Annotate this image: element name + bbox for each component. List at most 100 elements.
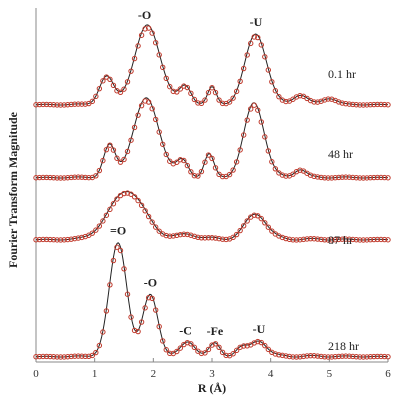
- data-point: [79, 234, 85, 241]
- data-point: [149, 295, 155, 302]
- data-point: [40, 236, 46, 243]
- data-point: [212, 341, 219, 347]
- data-point: [258, 339, 264, 346]
- data-point: [195, 234, 201, 240]
- data-point: [314, 174, 321, 180]
- data-point: [57, 102, 64, 108]
- data-point: [96, 223, 103, 229]
- x-tick-label: 3: [209, 368, 215, 380]
- data-point: [128, 137, 134, 143]
- data-point: [96, 85, 103, 92]
- data-point: [177, 157, 184, 163]
- data-point: [47, 353, 53, 360]
- data-point: [371, 236, 377, 243]
- data-point: [276, 352, 282, 358]
- data-point: [353, 175, 360, 181]
- peak-label: =O: [110, 224, 126, 238]
- data-point: [174, 89, 180, 95]
- data-point: [149, 219, 155, 225]
- data-point: [343, 174, 349, 180]
- data-point: [233, 231, 240, 238]
- data-point: [332, 237, 338, 243]
- data-point: [36, 236, 43, 243]
- data-point: [205, 152, 212, 158]
- data-point: [50, 102, 57, 108]
- peak-label: -O: [138, 8, 151, 22]
- data-point: [64, 175, 71, 181]
- data-point: [262, 342, 268, 349]
- data-point: [138, 319, 145, 325]
- data-point: [135, 328, 141, 335]
- data-point: [336, 99, 342, 105]
- data-point: [209, 85, 215, 91]
- data-point: [142, 208, 148, 214]
- peak-label: -U: [253, 322, 266, 336]
- data-point: [124, 291, 131, 297]
- data-point: [138, 202, 145, 209]
- data-point: [248, 40, 254, 47]
- data-point: [40, 101, 46, 108]
- data-point: [328, 175, 335, 181]
- data-point: [357, 237, 363, 243]
- data-point: [43, 101, 50, 108]
- data-point: [343, 101, 349, 107]
- data-point: [371, 174, 377, 181]
- data-point: [244, 52, 250, 58]
- x-ticks: 0 1 2 3 4 5 6: [33, 358, 391, 380]
- data-point: [300, 353, 307, 360]
- data-point: [177, 345, 184, 351]
- data-point: [89, 352, 96, 359]
- data-point: [374, 353, 381, 360]
- data-point: [135, 197, 141, 204]
- data-point: [353, 354, 360, 360]
- data-point: [138, 32, 145, 38]
- data-point: [209, 155, 215, 162]
- data-point: [364, 175, 370, 181]
- data-point: [314, 353, 321, 359]
- data-point: [152, 224, 159, 230]
- data-point: [202, 235, 208, 241]
- series-1: 48 hr: [33, 97, 391, 181]
- data-point: [54, 102, 60, 108]
- data-point: [149, 105, 155, 112]
- data-point: [311, 173, 317, 180]
- data-point: [195, 100, 201, 106]
- data-point: [89, 230, 96, 236]
- data-point: [251, 102, 257, 108]
- data-point: [328, 354, 335, 360]
- data-point: [117, 89, 124, 96]
- data-point: [353, 102, 360, 108]
- data-point: [314, 236, 321, 242]
- data-point: [135, 43, 141, 49]
- data-point: [100, 329, 106, 335]
- data-point: [145, 295, 152, 301]
- data-point: [378, 174, 384, 181]
- data-point: [103, 308, 110, 314]
- data-point: [205, 235, 212, 241]
- data-point: [226, 171, 233, 178]
- data-point: [297, 237, 303, 243]
- data-point: [124, 148, 131, 155]
- data-point: [269, 79, 275, 85]
- data-point: [385, 237, 391, 243]
- data-point: [237, 147, 243, 153]
- data-point: [142, 98, 148, 104]
- data-point: [184, 231, 191, 238]
- data-point: [100, 218, 106, 224]
- fit-line: [35, 24, 389, 106]
- data-point: [142, 305, 148, 311]
- data-point: [240, 65, 247, 72]
- data-point: [244, 218, 250, 224]
- data-point: [233, 88, 240, 95]
- data-point: [321, 97, 328, 103]
- data-point: [311, 353, 317, 359]
- data-point: [128, 191, 134, 197]
- data-point: [255, 338, 261, 345]
- data-point: [346, 101, 352, 107]
- peak-label: -Fe: [207, 324, 224, 338]
- data-point: [321, 175, 328, 181]
- data-point: [117, 247, 124, 254]
- data-point: [290, 171, 296, 177]
- data-point: [339, 353, 345, 359]
- data-point: [332, 175, 338, 181]
